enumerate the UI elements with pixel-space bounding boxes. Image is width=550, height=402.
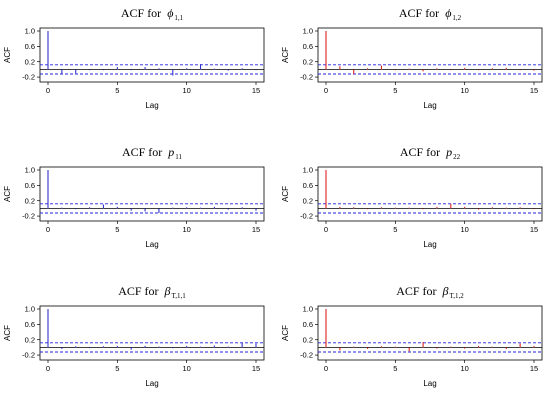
chart-title-text: ACF for: [396, 284, 439, 298]
y-tick-label: -0.2: [22, 73, 35, 82]
x-tick-label: 15: [530, 364, 538, 373]
y-tick-label: 0.2: [303, 335, 313, 344]
plot-frame: [317, 166, 543, 222]
chart-title-text: ACF for: [399, 6, 442, 20]
acf-panel: ACF for βT,1,1 0 5 10 15 -0.2 0.2 0.6 1.0 Lag ACF: [3, 284, 265, 388]
x-tick-label: 10: [182, 86, 190, 95]
y-tick-label: 0.2: [25, 196, 35, 205]
acf-panel: ACF for p22 0 5 10 15 -0.2 0.2 0.6 1.0 Lag ACF: [281, 145, 543, 249]
chart-title-symbol: ϕ: [445, 6, 451, 20]
x-tick-label: 0: [46, 86, 50, 95]
y-tick-label: 0.6: [25, 42, 35, 51]
y-axis-label: ACF: [281, 47, 290, 63]
y-tick-label: 0.2: [25, 335, 35, 344]
plot-frame: [317, 27, 543, 83]
chart-title-subscript: 11: [175, 153, 182, 161]
chart-title: ACF for p22: [400, 145, 461, 161]
x-axis-label: Lag: [423, 379, 436, 388]
chart-title-text: ACF for: [122, 145, 165, 159]
plot-frame: [39, 27, 265, 83]
plot-frame: [39, 305, 265, 361]
x-tick-label: 10: [460, 364, 468, 373]
x-tick-label: 15: [530, 225, 538, 234]
x-axis-label: Lag: [145, 101, 158, 110]
y-tick-label: 1.0: [25, 27, 35, 36]
y-tick-label: -0.2: [22, 351, 35, 360]
y-axis-label: ACF: [281, 325, 290, 341]
x-tick-label: 15: [252, 86, 260, 95]
x-tick-label: 0: [46, 364, 50, 373]
chart-title-subscript: 22: [453, 153, 461, 161]
y-tick-label: 0.2: [303, 57, 313, 66]
chart-title: ACF for ϕ1,2: [399, 6, 462, 22]
x-tick-label: 0: [324, 225, 328, 234]
y-tick-label: -0.2: [22, 212, 35, 221]
x-tick-label: 5: [393, 225, 397, 234]
plot-frame: [317, 305, 543, 361]
chart-title-subscript: T,1,2: [450, 292, 465, 300]
acf-panel: ACF for βT,1,2 0 5 10 15 -0.2 0.2 0.6 1.0 Lag ACF: [281, 284, 543, 388]
y-tick-label: 1.0: [25, 166, 35, 175]
chart-title-text: ACF for: [118, 284, 161, 298]
y-axis-label: ACF: [281, 186, 290, 202]
x-tick-label: 5: [115, 225, 119, 234]
chart-title-subscript: 1,2: [452, 14, 461, 22]
x-tick-label: 5: [393, 86, 397, 95]
y-tick-label: 1.0: [303, 27, 313, 36]
y-axis-label: ACF: [3, 47, 12, 63]
y-tick-label: 0.2: [303, 196, 313, 205]
acf-panel: ACF for p11 0 5 10 15 -0.2 0.2 0.6 1.0 Lag ACF: [3, 145, 265, 249]
y-tick-label: 0.2: [25, 57, 35, 66]
y-tick-label: 0.6: [303, 181, 313, 190]
x-tick-label: 15: [252, 364, 260, 373]
x-tick-label: 5: [115, 86, 119, 95]
y-tick-label: 1.0: [303, 166, 313, 175]
x-tick-label: 10: [182, 364, 190, 373]
chart-title-text: ACF for: [121, 6, 164, 20]
x-axis-label: Lag: [145, 379, 158, 388]
y-axis-label: ACF: [3, 186, 12, 202]
chart-title-symbol: ϕ: [167, 6, 173, 20]
y-axis-label: ACF: [3, 325, 12, 341]
x-tick-label: 0: [324, 364, 328, 373]
acf-panel: ACF for ϕ1,1 0 5 10 15 -0.2 0.2 0.6 1.0 Lag ACF: [3, 6, 265, 110]
y-tick-label: 1.0: [303, 305, 313, 314]
y-tick-label: -0.2: [300, 212, 313, 221]
y-tick-label: 0.6: [25, 181, 35, 190]
chart-title-symbol: p: [445, 145, 452, 159]
y-tick-label: 0.6: [25, 320, 35, 329]
chart-title: ACF for βT,1,2: [396, 284, 464, 300]
x-tick-label: 0: [324, 86, 328, 95]
x-tick-label: 0: [46, 225, 50, 234]
x-axis-label: Lag: [423, 240, 436, 249]
plot-frame: [39, 166, 265, 222]
x-tick-label: 5: [393, 364, 397, 373]
x-tick-label: 10: [182, 225, 190, 234]
x-axis-label: Lag: [145, 240, 158, 249]
y-tick-label: 0.6: [303, 42, 313, 51]
chart-title-symbol: p: [167, 145, 174, 159]
chart-title: ACF for ϕ1,1: [121, 6, 184, 22]
chart-title-symbol: β: [164, 284, 171, 298]
chart-title-text: ACF for: [400, 145, 443, 159]
y-tick-label: 0.6: [303, 320, 313, 329]
y-tick-label: 1.0: [25, 305, 35, 314]
chart-title-subscript: T,1,1: [172, 292, 187, 300]
x-tick-label: 5: [115, 364, 119, 373]
x-tick-label: 15: [252, 225, 260, 234]
chart-title-symbol: β: [442, 284, 449, 298]
x-axis-label: Lag: [423, 101, 436, 110]
x-tick-label: 15: [530, 86, 538, 95]
chart-title: ACF for p11: [122, 145, 183, 161]
x-tick-label: 10: [460, 225, 468, 234]
chart-title: ACF for βT,1,1: [118, 284, 186, 300]
acf-panel: ACF for ϕ1,2 0 5 10 15 -0.2 0.2 0.6 1.0 Lag ACF: [281, 6, 543, 110]
chart-title-subscript: 1,1: [174, 14, 183, 22]
y-tick-label: -0.2: [300, 73, 313, 82]
y-tick-label: -0.2: [300, 351, 313, 360]
x-tick-label: 10: [460, 86, 468, 95]
